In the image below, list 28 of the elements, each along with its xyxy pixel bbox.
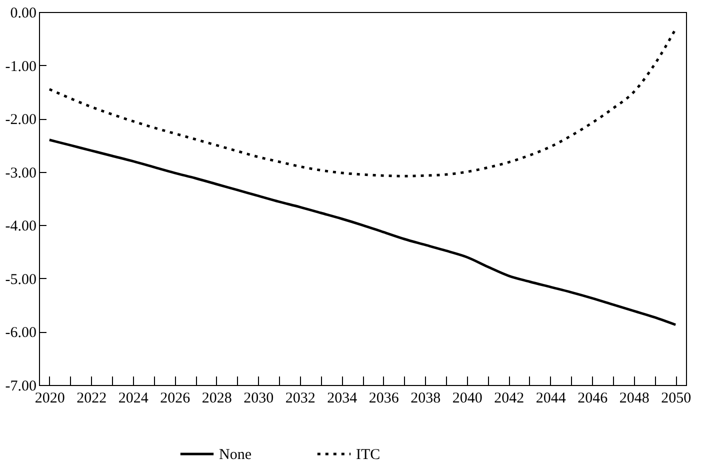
y-tick-label: -4.00 (5, 218, 36, 235)
x-tick-label: 2042 (494, 390, 524, 406)
y-tick-label: -6.00 (5, 325, 36, 342)
legend-label: ITC (356, 447, 380, 463)
x-tick-label: 2020 (34, 390, 65, 406)
legend-label: None (219, 447, 252, 463)
x-tick-label: 2034 (327, 390, 358, 406)
x-tick-label: 2050 (661, 390, 692, 406)
x-tick-label: 2022 (76, 390, 107, 406)
line-series (48, 28, 677, 178)
x-tick-label: 2026 (160, 390, 191, 406)
y-tick-label: -5.00 (5, 272, 36, 288)
y-tick-label: -7.00 (5, 378, 36, 394)
y-tick-label: -1.00 (5, 58, 36, 75)
x-tick-label: 2032 (285, 390, 316, 406)
x-tick-label: 2048 (619, 390, 650, 406)
x-tick-label: 2030 (244, 390, 274, 406)
x-tick-label: 2044 (536, 390, 566, 406)
x-tick-label: 2046 (578, 390, 608, 406)
line-series (48, 138, 677, 326)
x-tick-label: 2038 (410, 390, 441, 406)
y-tick-label: 0.00 (10, 6, 36, 22)
y-tick-label: -2.00 (5, 112, 36, 128)
x-tick-label: 2036 (368, 390, 400, 406)
x-tick-label: 2024 (118, 390, 149, 406)
y-tick-label: -3.00 (5, 165, 36, 182)
x-tick-label: 2040 (452, 390, 482, 406)
x-tick-label: 2028 (202, 390, 232, 406)
